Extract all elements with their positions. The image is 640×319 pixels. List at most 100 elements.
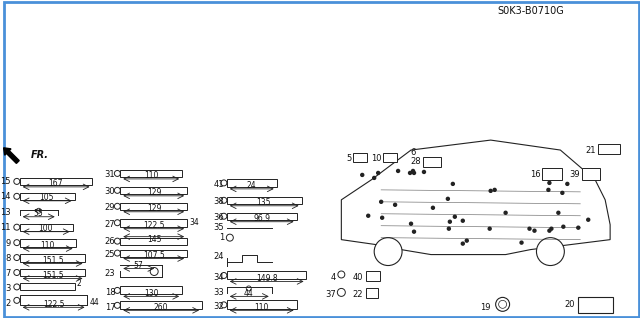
Text: 20: 20: [564, 300, 575, 309]
Text: 110: 110: [255, 303, 269, 312]
Text: 19: 19: [480, 303, 491, 312]
Bar: [366, 288, 378, 298]
Bar: [20, 284, 74, 290]
Text: 23: 23: [105, 269, 115, 278]
Text: 27: 27: [105, 220, 115, 229]
Text: 2: 2: [77, 279, 81, 288]
Text: 3: 3: [6, 284, 11, 293]
Text: 6: 6: [411, 147, 416, 157]
Text: 145: 145: [147, 235, 161, 244]
Text: 34: 34: [213, 273, 224, 282]
Text: 55: 55: [34, 209, 44, 218]
Circle shape: [449, 220, 451, 223]
Circle shape: [361, 174, 364, 176]
Text: 110: 110: [144, 171, 158, 181]
Text: 36: 36: [213, 213, 224, 222]
Text: 5: 5: [346, 153, 351, 162]
Bar: [120, 219, 187, 227]
Text: 129: 129: [147, 188, 161, 197]
Text: 13: 13: [0, 208, 11, 217]
Circle shape: [412, 169, 415, 173]
Text: 2: 2: [6, 299, 11, 308]
Text: 41: 41: [213, 180, 224, 189]
Bar: [20, 239, 76, 247]
Bar: [598, 144, 620, 154]
Bar: [120, 301, 202, 309]
Circle shape: [374, 238, 402, 265]
Text: 24: 24: [213, 252, 224, 261]
Circle shape: [397, 169, 399, 173]
Text: 135: 135: [257, 198, 271, 207]
Bar: [20, 178, 92, 185]
Bar: [582, 168, 600, 180]
Circle shape: [461, 219, 464, 222]
Bar: [120, 203, 187, 210]
Bar: [353, 153, 367, 162]
Bar: [227, 300, 296, 309]
Bar: [366, 271, 380, 281]
Circle shape: [451, 182, 454, 185]
Text: 39: 39: [570, 170, 580, 179]
Circle shape: [566, 182, 569, 185]
Text: 28: 28: [410, 158, 421, 167]
Bar: [20, 193, 74, 200]
Text: 57: 57: [133, 261, 143, 270]
Bar: [423, 157, 441, 167]
Text: 29: 29: [105, 203, 115, 212]
Bar: [120, 170, 182, 177]
Text: 130: 130: [144, 289, 159, 298]
Text: 38: 38: [213, 197, 224, 206]
Text: 22: 22: [353, 290, 364, 299]
Circle shape: [548, 229, 551, 232]
Bar: [20, 254, 86, 262]
Text: 44: 44: [244, 289, 253, 298]
Text: 10: 10: [371, 153, 381, 162]
Text: 1: 1: [219, 233, 224, 242]
Bar: [383, 153, 397, 162]
Text: 129: 129: [147, 204, 161, 213]
Circle shape: [377, 171, 380, 174]
Text: 34: 34: [189, 218, 199, 227]
FancyArrow shape: [4, 148, 19, 163]
Bar: [120, 238, 187, 245]
Bar: [579, 297, 613, 313]
Text: 100: 100: [38, 224, 53, 233]
Bar: [20, 224, 72, 231]
Text: 21: 21: [586, 145, 596, 154]
Text: 40: 40: [353, 273, 364, 282]
Text: 105: 105: [40, 193, 54, 202]
Circle shape: [488, 227, 491, 230]
Circle shape: [408, 171, 412, 174]
Circle shape: [413, 230, 415, 233]
Text: 7: 7: [6, 269, 11, 278]
Text: 149.8: 149.8: [256, 274, 278, 283]
Bar: [227, 213, 296, 220]
Circle shape: [465, 239, 468, 242]
Circle shape: [493, 189, 496, 191]
Circle shape: [536, 238, 564, 265]
Bar: [543, 168, 563, 180]
Text: 17: 17: [105, 303, 115, 312]
Text: S0K3-B0710G: S0K3-B0710G: [497, 6, 564, 16]
Circle shape: [504, 211, 507, 214]
Circle shape: [520, 241, 523, 244]
Circle shape: [587, 218, 589, 221]
Circle shape: [528, 227, 531, 230]
Text: 107.5: 107.5: [143, 251, 165, 260]
Text: 4: 4: [331, 273, 337, 282]
Text: 167: 167: [49, 179, 63, 189]
Circle shape: [577, 226, 580, 229]
Circle shape: [431, 206, 435, 209]
Bar: [120, 187, 187, 194]
Circle shape: [461, 242, 464, 245]
Circle shape: [394, 203, 397, 206]
Text: 16: 16: [530, 170, 540, 179]
Bar: [227, 179, 276, 187]
Circle shape: [453, 215, 456, 218]
Text: FR.: FR.: [31, 150, 49, 160]
Text: 151.5: 151.5: [42, 271, 63, 280]
Text: 25: 25: [105, 250, 115, 259]
Text: 26: 26: [105, 237, 115, 246]
Circle shape: [380, 200, 383, 203]
Circle shape: [367, 214, 370, 217]
